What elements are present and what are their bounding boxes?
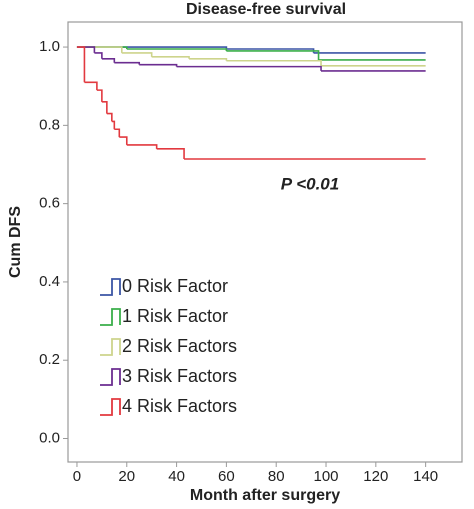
survival-step: [151, 56, 190, 59]
survival-step: [101, 57, 116, 63]
legend-label: 3 Risk Factors: [122, 366, 237, 386]
legend-swatch: [100, 308, 121, 326]
y-tick-label: 0.0: [39, 429, 60, 446]
legend-swatch: [100, 368, 121, 386]
survival-step: [114, 61, 141, 65]
survival-step: [94, 52, 103, 59]
legend-swatch: [100, 398, 121, 416]
legend-swatch: [100, 278, 121, 296]
y-axis-title: Cum DFS: [7, 206, 24, 278]
legend-label: 1 Risk Factor: [122, 306, 228, 326]
y-tick-label: 0.8: [39, 116, 60, 133]
survival-step: [226, 50, 320, 60]
survival-step: [156, 148, 185, 160]
y-tick-label: 0.4: [39, 273, 60, 290]
survival-step: [126, 48, 228, 51]
x-tick-label: 80: [268, 468, 285, 485]
annotation: P <0.01: [281, 174, 339, 193]
survival-step: [96, 89, 103, 102]
y-tick-label: 0.6: [39, 195, 60, 212]
x-tick-label: 0: [73, 468, 81, 485]
survival-step: [84, 81, 98, 91]
x-axis-title: Month after surgery: [190, 487, 340, 504]
survival-step: [189, 57, 228, 61]
survival-step: [101, 101, 108, 114]
survival-step: [226, 59, 322, 66]
plot-frame: [67, 21, 463, 463]
x-tick-label: 40: [168, 468, 185, 485]
survival-step: [114, 128, 121, 138]
survival-step: [119, 136, 128, 145]
survival-step: [76, 46, 96, 53]
x-tick-label: 140: [413, 468, 438, 485]
x-tick-label: 100: [314, 468, 339, 485]
x-tick-label: 60: [218, 468, 235, 485]
x-tick-label: 20: [118, 468, 135, 485]
survival-step: [121, 52, 153, 57]
survival-step: [76, 46, 86, 83]
x-tick-label: 120: [363, 468, 388, 485]
y-tick-label: 1.0: [39, 38, 60, 55]
legend-swatch: [100, 338, 121, 356]
legend-label: 2 Risk Factors: [122, 336, 237, 356]
chart-title: Disease-free survival: [186, 1, 346, 18]
y-tick-label: 0.2: [39, 351, 60, 368]
survival-step: [139, 63, 178, 67]
survival-step: [126, 144, 158, 149]
legend-label: 4 Risk Factors: [122, 396, 237, 416]
survival-step: [176, 65, 322, 71]
survival-step: [111, 120, 116, 130]
legend-label: 0 Risk Factor: [122, 276, 228, 296]
survival-step: [106, 112, 113, 122]
